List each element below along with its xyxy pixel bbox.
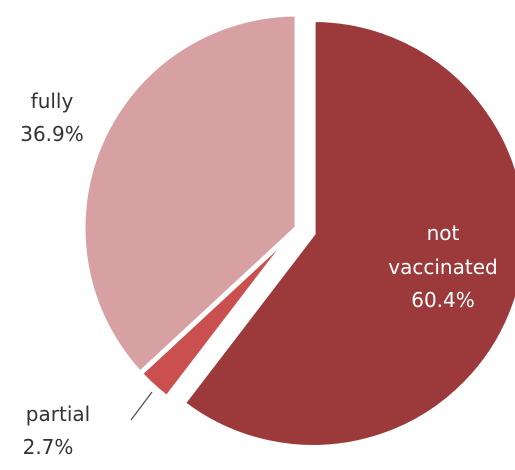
partial-leader-line	[130, 391, 153, 421]
slice-labels: not vaccinated 60.4% fully 36.9% partial…	[20, 89, 497, 459]
slice-value-fully: 36.9%	[20, 122, 84, 146]
pie-slices	[80, 11, 515, 450]
slice-label-fully: fully	[31, 89, 74, 113]
slice-label-not-vaccinated-line2: vaccinated	[388, 255, 497, 279]
slice-label-not-vaccinated: not	[427, 221, 460, 245]
pie-slice-fully	[80, 11, 300, 378]
pie-slice-not-vaccinated	[179, 16, 515, 450]
slice-label-partial: partial	[26, 402, 90, 426]
slice-value-partial: 2.7%	[23, 435, 74, 459]
slice-value-not-vaccinated: 60.4%	[411, 288, 475, 312]
